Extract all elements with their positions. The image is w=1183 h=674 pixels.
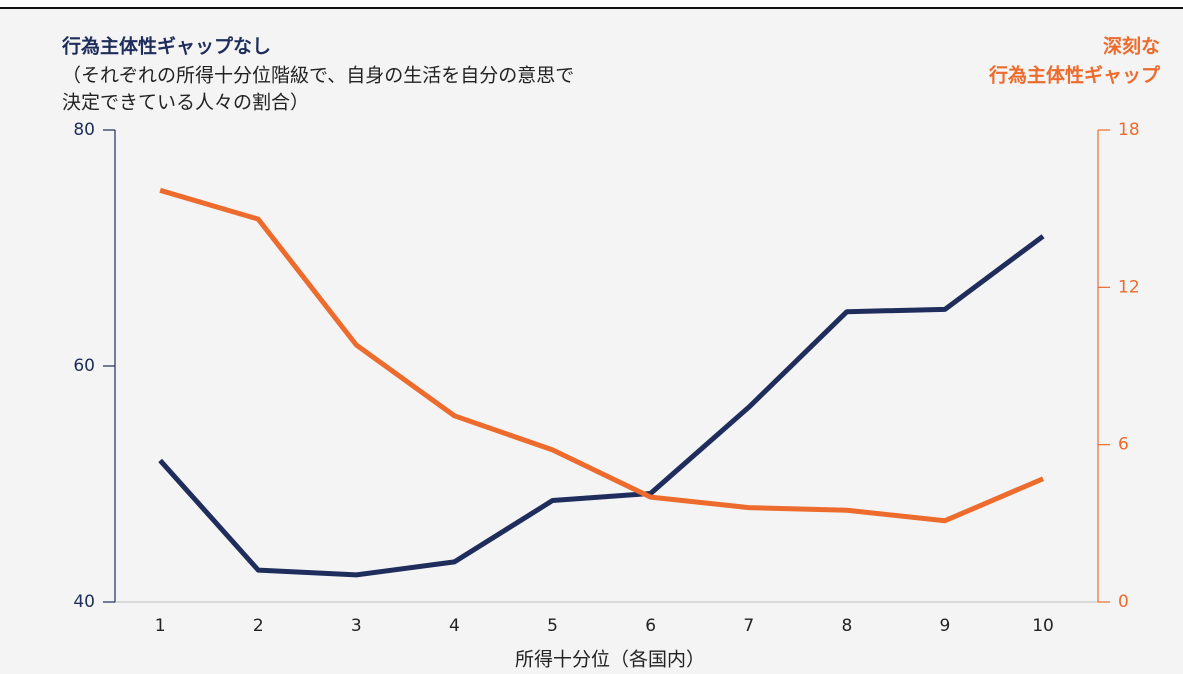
x-tick-label: 1	[155, 616, 166, 636]
y2-tick-label: 12	[1118, 277, 1140, 297]
y2-axis-title: 深刻な	[1103, 35, 1160, 58]
background	[0, 9, 1183, 674]
y-axis-title: 行為主体性ギャップなし	[61, 35, 271, 58]
y2-tick-label: 6	[1118, 435, 1129, 455]
x-tick-label: 4	[449, 616, 460, 636]
y-tick-label: 80	[73, 120, 95, 140]
y2-axis-title: 行為主体性ギャップ	[988, 64, 1161, 87]
x-tick-label: 8	[841, 616, 852, 636]
y-tick-label: 60	[73, 356, 95, 376]
x-axis-title: 所得十分位（各国内）	[515, 649, 705, 671]
y-axis-subtitle: （それぞれの所得十分位階級で、自身の生活を自分の意思で	[62, 65, 574, 87]
x-tick-label: 5	[547, 616, 558, 636]
series-line	[158, 234, 1045, 578]
x-tick-label: 3	[351, 616, 362, 636]
x-tick-label: 9	[940, 616, 951, 636]
y-axis-subtitle: 決定できている人々の割合）	[62, 92, 309, 114]
y2-tick-label: 18	[1118, 120, 1140, 140]
series-line	[159, 187, 1045, 524]
x-tick-label: 6	[645, 616, 656, 636]
y-tick-label: 40	[73, 592, 95, 612]
y2-tick-label: 0	[1118, 592, 1129, 612]
x-tick-label: 7	[743, 616, 754, 636]
x-tick-label: 10	[1032, 616, 1054, 636]
x-tick-label: 2	[253, 616, 264, 636]
